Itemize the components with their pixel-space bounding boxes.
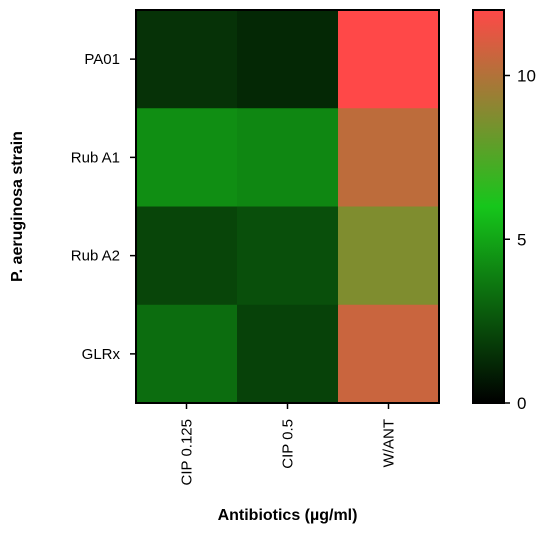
column-label: CIP 0.5 (280, 419, 297, 469)
row-label: GLRx (82, 346, 121, 363)
heatmap-cell (338, 304, 440, 404)
row-label: PA01 (84, 51, 120, 68)
row-label: Rub A1 (71, 149, 120, 166)
colorbar-tick-label: 10 (517, 67, 536, 86)
heatmap-cell (338, 108, 440, 207)
heatmap-cell (136, 304, 238, 404)
heatmap-cell (237, 206, 339, 306)
column-label: CIP 0.125 (179, 419, 196, 485)
heatmap-cells (136, 10, 440, 404)
y-axis-title: P. aeruginosa strain (9, 131, 26, 282)
colorbar-tick-label: 5 (517, 230, 526, 249)
heatmap-cell (237, 10, 339, 109)
colorbar-gradient (472, 9, 505, 404)
colorbar: 0 5 10 (472, 9, 536, 413)
heatmap-cell (338, 206, 440, 306)
heatmap-cell (136, 108, 238, 207)
heatmap-cell (338, 10, 440, 109)
heatmap-cell (237, 304, 339, 404)
row-labels: PA01 Rub A1 Rub A2 GLRx (71, 51, 136, 363)
column-label: W/ANT (381, 419, 398, 467)
colorbar-tick-label: 0 (517, 394, 526, 413)
x-axis-title: Antibiotics (µg/ml) (218, 507, 358, 524)
heatmap-cell (136, 10, 238, 109)
row-label: Rub A2 (71, 248, 120, 265)
column-labels: CIP 0.125 CIP 0.5 W/ANT (179, 403, 398, 485)
heatmap-cell (237, 108, 339, 207)
heatmap-cell (136, 206, 238, 306)
